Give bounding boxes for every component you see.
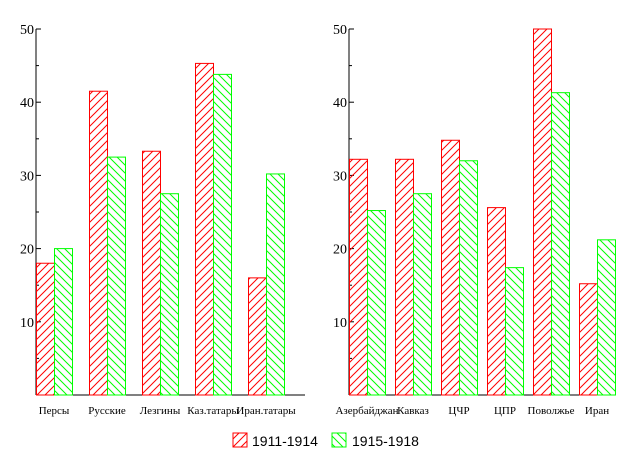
y-tick-label: 50 (20, 23, 34, 38)
bar-1911-1914-Кавказ (395, 158, 414, 396)
bar-1911-1914-ЦПР (487, 207, 506, 396)
x-category-label: Персы (39, 405, 70, 417)
bar-1911-1914-Персы (36, 262, 55, 396)
y-tick-label: 40 (20, 96, 34, 111)
y-tick-label: 10 (20, 316, 34, 331)
bar-1915-1918-Поволжье (551, 92, 570, 396)
bar-1911-1914-Каз.татары (195, 62, 214, 396)
x-category-label: ЦПР (494, 405, 516, 417)
bar-1911-1914-Иран.татары (248, 277, 267, 396)
bar-1911-1914-Русские (89, 90, 108, 396)
x-category-label: Каз.татары (187, 405, 239, 417)
legend: 1911-1914 1915-1918 (232, 432, 419, 449)
legend-swatch-1911-1914 (232, 432, 248, 448)
bar-1911-1914-Поволжье (533, 28, 552, 396)
x-category-label: Азербайджан (335, 405, 398, 417)
bar-1915-1918-Каз.татары (213, 73, 232, 396)
x-category-label: Лезгины (140, 405, 181, 417)
y-tick-label: 10 (333, 316, 347, 331)
bar-1911-1914-Азербайджан (349, 158, 368, 396)
legend-swatch-1915-1918 (331, 432, 347, 448)
y-tick-label: 30 (20, 169, 34, 184)
bar-1911-1914-Иран (579, 283, 598, 396)
y-tick-label: 20 (333, 243, 347, 258)
bar-1915-1918-Персы (54, 248, 73, 396)
legend-label-1911-1914: 1911-1914 (252, 433, 318, 449)
y-tick-label: 40 (333, 96, 347, 111)
bar-1915-1918-ЦЧР (459, 160, 478, 396)
bar-1915-1918-Лезгины (160, 193, 179, 396)
bar-1911-1914-Лезгины (142, 150, 161, 396)
x-category-label: ЦЧР (448, 405, 469, 417)
x-category-label: Иран.татары (236, 405, 296, 417)
bar-1915-1918-Иран (597, 239, 616, 396)
y-tick-label: 30 (333, 169, 347, 184)
bar-1915-1918-ЦПР (505, 267, 524, 396)
y-tick-label: 20 (20, 243, 34, 258)
bar-1915-1918-Азербайджан (367, 210, 386, 396)
bar-1915-1918-Иран.татары (266, 173, 285, 396)
legend-label-1915-1918: 1915-1918 (352, 433, 419, 449)
left-chart-panel: 10 20 30 40 50 Персы Русские Лезгины Каз.татарыИ… (20, 23, 305, 417)
x-category-label: Русские (88, 405, 126, 417)
bar-1915-1918-Кавказ (413, 193, 432, 396)
bar-1911-1914-ЦЧР (441, 139, 460, 396)
bar-1915-1918-Русские (107, 156, 126, 396)
x-category-label: Кавказ (397, 405, 429, 417)
y-tick-label: 50 (333, 23, 347, 38)
x-category-label: Поволжье (528, 405, 575, 417)
x-category-label: Иран (585, 405, 609, 417)
